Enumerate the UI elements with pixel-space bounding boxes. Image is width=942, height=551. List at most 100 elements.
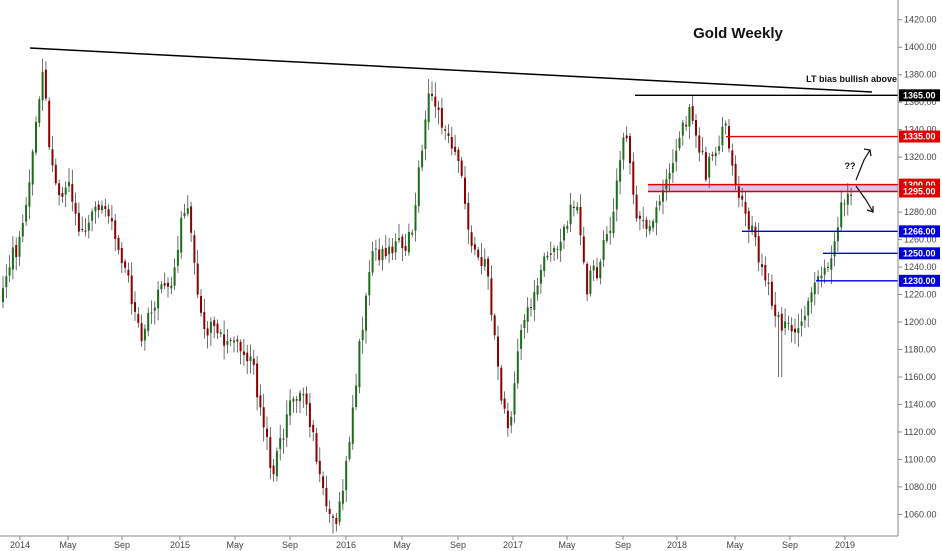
candle-body	[371, 251, 374, 273]
candle-body	[460, 160, 463, 176]
x-tick-label: 2019	[835, 540, 855, 550]
candle-body	[203, 312, 206, 329]
candle-body	[421, 150, 424, 168]
candle-body	[328, 508, 331, 514]
candle-body	[38, 99, 41, 123]
candle-body	[84, 230, 87, 232]
question-annotation: ??	[845, 161, 856, 171]
candle-body	[120, 247, 123, 263]
candle-body	[850, 194, 853, 196]
candle-body	[137, 313, 140, 323]
candle-body	[295, 399, 298, 401]
candle-body	[503, 398, 506, 409]
candle-body	[150, 312, 153, 314]
candle-body	[388, 246, 391, 255]
candle-body	[721, 126, 724, 146]
candle-body	[183, 212, 186, 217]
y-tick-label: 1220.00	[904, 290, 937, 300]
candle-body	[810, 292, 813, 303]
scenario-arrows	[855, 148, 874, 213]
y-tick-label: 1400.00	[904, 42, 937, 52]
candle-body	[143, 328, 146, 341]
candle-body	[470, 232, 473, 246]
candle-body	[566, 225, 569, 229]
candle-body	[384, 248, 387, 257]
candle-body	[368, 272, 371, 296]
candle-body	[450, 136, 453, 149]
candle-body	[817, 276, 820, 282]
candle-body	[830, 258, 833, 270]
x-tick-label: May	[59, 540, 77, 550]
price-tag-label: 1230.00	[903, 276, 936, 286]
candle-body	[556, 248, 559, 250]
candle-body	[127, 269, 130, 276]
candle-body	[800, 321, 803, 326]
candle-body	[500, 367, 503, 401]
candle-body	[374, 248, 377, 250]
candle-body	[718, 146, 721, 151]
candle-body	[124, 261, 127, 268]
candles-layer	[2, 58, 853, 534]
candle-body	[200, 296, 202, 313]
price-tag-label: 1365.00	[903, 91, 936, 101]
candle-body	[645, 219, 648, 229]
candle-body	[11, 247, 14, 270]
candle-body	[358, 341, 361, 388]
candle-body	[635, 194, 638, 219]
candle-body	[193, 235, 196, 263]
candle-body	[744, 201, 747, 214]
candle-body	[615, 180, 618, 210]
candle-body	[516, 351, 519, 384]
candle-body	[701, 150, 704, 153]
candle-body	[576, 206, 579, 211]
candle-body	[770, 281, 773, 306]
y-tick-label: 1060.00	[904, 509, 937, 519]
candle-body	[427, 93, 430, 123]
candle-body	[487, 258, 490, 277]
candle-body	[252, 358, 255, 365]
candle-body	[414, 205, 417, 231]
candle-body	[513, 383, 516, 415]
candle-body	[467, 202, 470, 230]
candle-body	[510, 416, 513, 426]
candle-body	[582, 236, 585, 263]
y-tick-label: 1320.00	[904, 152, 937, 162]
candle-body	[648, 225, 651, 231]
candle-body	[48, 100, 51, 148]
candle-body	[490, 278, 493, 315]
candle-body	[391, 246, 394, 254]
candle-body	[305, 393, 308, 405]
x-axis: 2014 May Sep 2015 May Sep 2016 May Sep 2017 May Sep…	[10, 536, 855, 550]
x-tick-label: May	[558, 540, 576, 550]
candle-body	[497, 336, 499, 367]
candle-body	[747, 211, 750, 230]
candle-body	[473, 244, 476, 250]
x-tick-label: 2017	[503, 540, 523, 550]
up-arrow	[855, 149, 871, 181]
candle-body	[662, 190, 664, 202]
candle-body	[638, 215, 641, 219]
candle-body	[335, 517, 338, 525]
candle-body	[285, 414, 288, 438]
candle-body	[675, 150, 678, 162]
candle-body	[5, 276, 8, 288]
price-tag-label: 1300.00	[903, 180, 936, 190]
candle-body	[153, 307, 156, 311]
candle-body	[269, 437, 272, 468]
candle-body	[629, 136, 631, 164]
y-tick-label: 1420.00	[904, 15, 937, 25]
candle-body	[275, 451, 278, 477]
y-tick-label: 1160.00	[904, 372, 936, 382]
candle-body	[190, 206, 193, 233]
candle-body	[341, 490, 344, 504]
y-tick-label: 1200.00	[904, 317, 937, 327]
y-tick-label: 1080.00	[904, 482, 937, 492]
candle-body	[546, 255, 549, 258]
candle-body	[176, 249, 179, 266]
candle-body	[219, 332, 222, 334]
candle-body	[493, 315, 496, 336]
candle-body	[681, 122, 684, 136]
candle-body	[668, 172, 671, 180]
candle-body	[345, 460, 348, 491]
candle-body	[592, 265, 595, 271]
